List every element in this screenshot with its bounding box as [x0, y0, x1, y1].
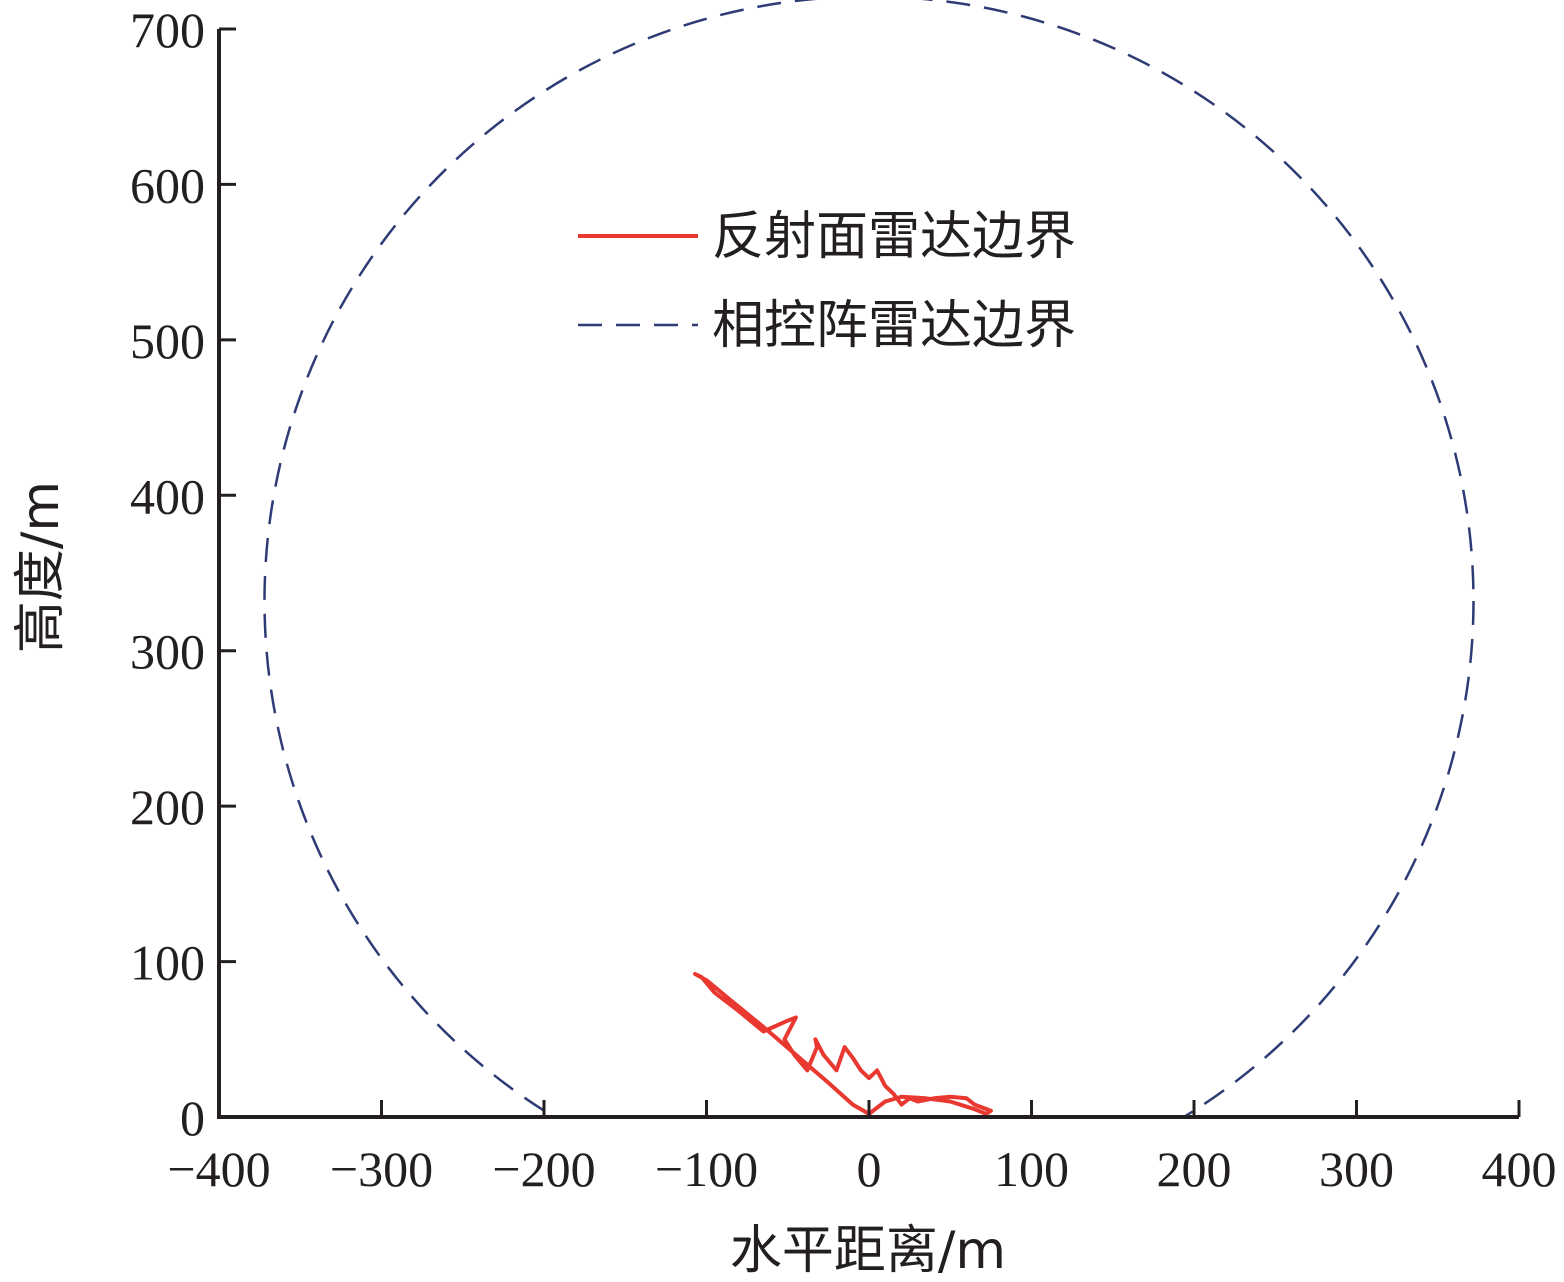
x-tick-label: −100 — [655, 1141, 758, 1197]
x-tick-label: 400 — [1482, 1141, 1557, 1197]
x-tick-label: 200 — [1157, 1141, 1232, 1197]
x-tick-label: −300 — [330, 1141, 433, 1197]
x-tick-label: 0 — [857, 1141, 882, 1197]
x-tick-label: −200 — [492, 1141, 595, 1197]
y-tick-label: 200 — [130, 779, 205, 835]
series-line-reflector-boundary — [693, 972, 993, 1116]
y-tick-label: 100 — [130, 935, 205, 991]
y-tick-label: 300 — [130, 624, 205, 680]
y-tick-label: 700 — [130, 2, 205, 58]
legend-item-phased-array-label: 相控阵雷达边界 — [712, 296, 1076, 356]
x-tick-label: 100 — [994, 1141, 1069, 1197]
x-axis-title: 水平距离/m — [730, 1221, 1006, 1281]
y-axis-title: 高度/m — [11, 481, 71, 653]
y-tick-label: 600 — [130, 157, 205, 213]
y-tick-label: 400 — [130, 468, 205, 524]
x-tick-label: 300 — [1319, 1141, 1394, 1197]
x-tick-label: −400 — [167, 1141, 270, 1197]
axes: −400 −300 −200 −100 0 100 200 300 400 0 100 200 300 4… — [130, 2, 1557, 1197]
series-line-phased-array-boundary — [263, 0, 1475, 1117]
y-tick-label: 500 — [130, 313, 205, 369]
plot-area — [263, 0, 1475, 1117]
legend-item-reflector-label: 反射面雷达边界 — [712, 207, 1076, 267]
y-tick-label: 0 — [180, 1090, 205, 1146]
